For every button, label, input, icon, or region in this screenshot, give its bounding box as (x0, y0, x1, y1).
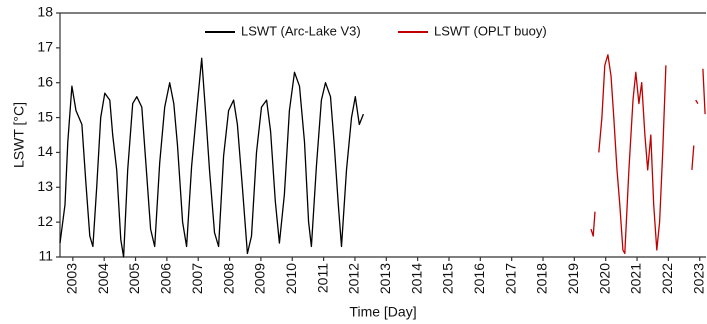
x-tick-label: 2022 (659, 263, 675, 294)
x-tick-label: 2007 (189, 263, 205, 294)
x-tick-label: 2011 (314, 263, 330, 293)
x-tick-label: 2009 (252, 263, 268, 294)
x-tick-label: 2003 (64, 263, 80, 294)
y-axis-label: LSWT [°C] (11, 102, 27, 168)
legend-label: LSWT (OPLT buoy) (434, 23, 547, 38)
y-tick-label: 11 (38, 248, 53, 264)
x-tick-label: 2010 (283, 263, 299, 294)
x-tick-label: 2018 (534, 263, 550, 294)
series-line (590, 54, 706, 255)
y-tick-label: 17 (37, 39, 53, 55)
x-tick-label: 2020 (596, 263, 612, 294)
x-tick-label: 2008 (220, 263, 236, 294)
x-axis-label: Time [Day] (349, 304, 416, 320)
y-tick-label: 15 (37, 108, 53, 124)
y-tick-label: 12 (37, 213, 53, 229)
x-tick-label: 2005 (126, 263, 142, 294)
y-tick-label: 16 (37, 73, 53, 89)
x-tick-label: 2012 (346, 263, 362, 294)
legend-label: LSWT (Arc-Lake V3) (241, 23, 361, 38)
x-tick-label: 2017 (502, 263, 518, 294)
x-tick-label: 2019 (565, 263, 581, 294)
x-tick-label: 2016 (471, 263, 487, 294)
x-tick-label: 2013 (377, 263, 393, 294)
x-tick-label: 2015 (440, 263, 456, 294)
y-tick-label: 13 (37, 178, 53, 194)
x-tick-label: 2021 (628, 263, 644, 294)
y-tick-label: 14 (37, 143, 53, 159)
x-tick-label: 2014 (408, 263, 424, 294)
series-line (59, 57, 365, 258)
y-tick-label: 18 (37, 4, 53, 20)
x-tick-label: 2023 (690, 263, 706, 294)
x-tick-label: 2006 (158, 263, 174, 294)
x-tick-label: 2004 (95, 263, 111, 294)
